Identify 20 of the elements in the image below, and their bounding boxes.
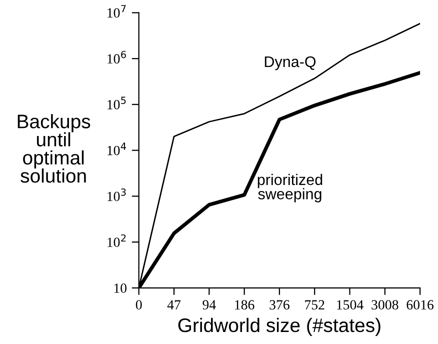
y-tick-label: 10: [114, 284, 127, 293]
x-tick-label: 0: [136, 300, 142, 310]
x-tick-label: 3008: [372, 300, 398, 310]
x-tick-label: 752: [305, 300, 324, 310]
x-tick-label: 6016: [406, 300, 434, 310]
y-tick-label: 10$^{5}$: [108, 96, 126, 110]
y-tick-label: 10$^{4}$: [108, 142, 126, 156]
x-tick-label: 1504: [337, 300, 364, 310]
y-tick-label: 10$^{6}$: [108, 50, 126, 64]
x-tick-label: 186: [235, 300, 254, 310]
y-axis-title: Backups until optimal solution: [18, 114, 90, 183]
series-label: prioritized sweeping: [258, 174, 322, 202]
x-tick-label: 47: [167, 300, 181, 310]
y-tick-label: 10$^{7}$: [108, 5, 126, 18]
x-tick-label: 94: [202, 300, 216, 310]
x-tick-label: 376: [270, 300, 290, 310]
x-axis-title: Gridworld size (#states): [178, 318, 380, 336]
y-tick-label: 10$^{3}$: [108, 188, 126, 202]
y-tick-label: 10$^{2}$: [108, 234, 126, 247]
series-label: Dyna-Q: [264, 56, 316, 70]
